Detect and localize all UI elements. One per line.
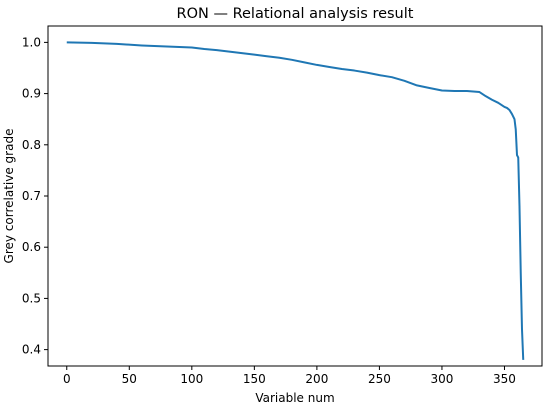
y-tick-label: 0.5 — [22, 291, 41, 305]
y-axis: 0.4 0.5 0.6 0.7 0.8 0.9 1.0 — [22, 35, 48, 357]
x-tick-label: 150 — [243, 372, 266, 386]
x-tick-label: 50 — [122, 372, 137, 386]
y-tick-label: 0.7 — [22, 189, 41, 203]
x-axis-label: Variable num — [255, 391, 334, 405]
y-tick-label: 0.4 — [22, 343, 41, 357]
plot-area — [66, 41, 525, 360]
y-tick-label: 0.8 — [22, 138, 41, 152]
x-tick-label: 250 — [368, 372, 391, 386]
x-axis: 0 50 100 150 200 250 300 350 — [63, 366, 516, 386]
x-tick-label: 300 — [430, 372, 453, 386]
chart-title: RON — Relational analysis result — [177, 6, 414, 22]
x-tick-label: 100 — [180, 372, 203, 386]
plot-frame — [47, 25, 543, 367]
y-tick-label: 0.6 — [22, 240, 41, 254]
y-axis-label: Grey correlative grade — [2, 129, 16, 264]
x-tick-label: 0 — [63, 372, 71, 386]
x-tick-label: 200 — [305, 372, 328, 386]
x-tick-label: 350 — [493, 372, 516, 386]
y-tick-label: 0.9 — [22, 87, 41, 101]
series-line — [66, 41, 525, 360]
y-tick-label: 1.0 — [22, 35, 41, 49]
